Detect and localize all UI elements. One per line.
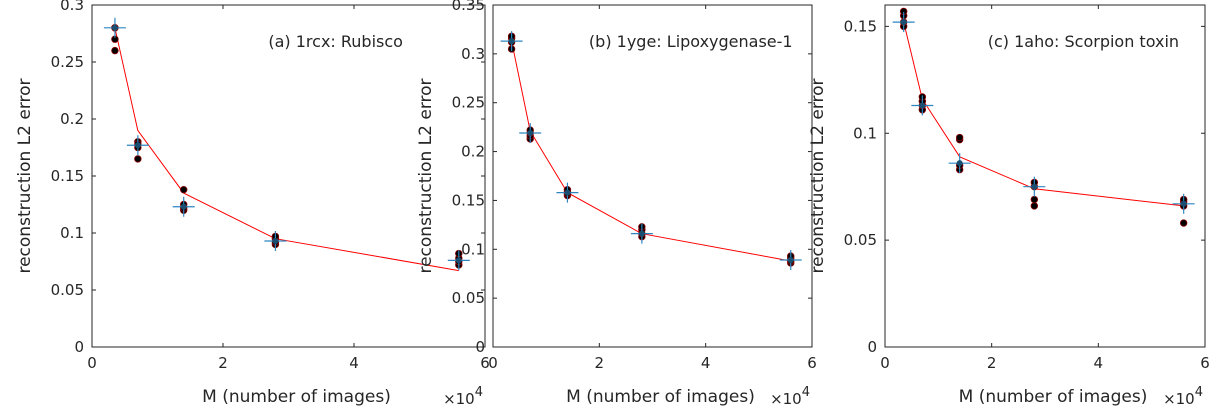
x-tick-label: 2: [987, 354, 997, 372]
x-multiplier-exponent: 4: [475, 385, 483, 400]
panel-title: (a) 1rcx: Rubisco: [268, 32, 403, 51]
x-multiplier: ×104: [770, 385, 810, 408]
mean-marker-dot: [900, 19, 907, 26]
x-axis-label: M (number of images): [566, 387, 755, 407]
y-tick-label: 0: [867, 338, 877, 356]
plot-area: [492, 4, 813, 348]
y-tick-label: 0.2: [461, 143, 485, 161]
x-tick-label: 2: [595, 354, 605, 372]
sample-point: [1030, 195, 1039, 204]
x-tick-label: 0: [87, 354, 97, 372]
mean-marker: [948, 153, 971, 174]
x-tick-label: 0: [880, 354, 890, 372]
y-tick-label: 0.15: [452, 191, 485, 209]
y-axis-label: reconstruction L2 error: [15, 78, 35, 273]
mean-marker-dot: [455, 257, 462, 264]
mean-marker: [630, 223, 653, 244]
mean-marker: [911, 95, 934, 116]
y-tick-label: 0.05: [452, 289, 485, 307]
x-multiplier-base: ×10: [443, 390, 475, 408]
mean-marker-dot: [638, 230, 645, 237]
x-multiplier: ×104: [443, 385, 483, 408]
mean-marker: [172, 196, 195, 217]
sample-point: [955, 133, 964, 142]
mean-marker-dot: [919, 102, 926, 109]
y-tick-label: 0.25: [452, 94, 485, 112]
x-axis-label: M (number of images): [202, 387, 391, 407]
y-tick-label: 0.05: [51, 281, 84, 299]
mean-marker-dot: [527, 130, 534, 137]
sample-point: [179, 185, 188, 194]
y-tick-label: 0: [475, 338, 485, 356]
chart-panel-3: 0 2 4 6 0 0.05 0.1 0.15 (c) 1aho: Scorpion toxin…: [808, 4, 1210, 408]
y-tick-label: 0.35: [452, 0, 485, 14]
mean-marker-dot: [111, 24, 118, 31]
x-tick-label: 6: [1200, 354, 1210, 372]
sample-point: [111, 46, 119, 55]
x-tick-label: 4: [1094, 354, 1104, 372]
chart-panel-2: 0 2 4 600.050.10.150.20.250.30.35(b) 1yge: …: [416, 0, 817, 408]
sample-point: [134, 155, 142, 163]
x-tick-label: 2: [218, 354, 228, 372]
x-multiplier-exponent: 4: [802, 385, 810, 400]
x-tick-label: 4: [701, 354, 711, 372]
x-multiplier-exponent: 4: [1195, 385, 1203, 400]
mean-marker: [103, 17, 126, 38]
mean-marker-dot: [787, 257, 794, 264]
mean-marker-dot: [564, 189, 571, 196]
y-tick-label: 0.3: [461, 45, 485, 63]
x-tick-label: 6: [807, 354, 817, 372]
mean-marker-dot: [134, 142, 141, 149]
y-tick-label: 0.25: [51, 53, 84, 71]
mean-marker: [264, 230, 287, 251]
mean-marker: [892, 12, 915, 33]
x-multiplier: ×104: [1163, 385, 1203, 408]
mean-marker: [447, 250, 470, 271]
mean-marker: [500, 31, 523, 52]
y-tick-label: 0.15: [51, 167, 84, 185]
y-tick-label: 0.1: [461, 240, 485, 258]
mean-marker: [1023, 176, 1046, 197]
x-tick-label: 0: [488, 354, 498, 372]
mean-marker: [519, 123, 542, 144]
y-tick-label: 0.1: [853, 124, 877, 142]
panel-title: (b) 1yge: Lipoxygenase-1: [589, 32, 793, 51]
sample-point: [1030, 202, 1039, 210]
chart-panel-1: 0 2 4 600.050.10.150.20.250.3(a) 1rcx: Rubi…: [15, 0, 490, 408]
mean-marker: [779, 250, 802, 271]
mean-marker: [126, 135, 149, 156]
mean-marker-dot: [508, 38, 515, 45]
y-tick-label: 0: [74, 338, 84, 356]
sample-point: [1179, 219, 1188, 227]
panel-title: (c) 1aho: Scorpion toxin: [988, 32, 1179, 51]
y-axis-label: reconstruction L2 error: [808, 78, 828, 273]
plot-area: [884, 4, 1206, 348]
mean-marker: [1172, 193, 1195, 214]
x-multiplier-base: ×10: [770, 390, 802, 408]
y-tick-label: 0.15: [844, 17, 877, 35]
mean-marker-dot: [1180, 200, 1187, 207]
y-tick-label: 0.1: [60, 224, 84, 242]
x-axis-label: M (number of images): [959, 387, 1148, 407]
mean-marker-dot: [180, 203, 187, 210]
y-axis-label: reconstruction L2 error: [416, 78, 436, 273]
mean-marker: [556, 182, 579, 203]
mean-marker-dot: [1031, 183, 1038, 190]
x-multiplier-base: ×10: [1163, 390, 1195, 408]
x-tick-label: 4: [349, 354, 359, 372]
mean-marker-dot: [956, 160, 963, 167]
plot-area: [91, 4, 486, 348]
x-tick-label: 6: [480, 354, 490, 372]
mean-marker-dot: [272, 237, 279, 244]
y-tick-label: 0.05: [844, 231, 877, 249]
y-tick-label: 0.2: [60, 110, 84, 128]
y-tick-label: 0.3: [60, 0, 84, 14]
